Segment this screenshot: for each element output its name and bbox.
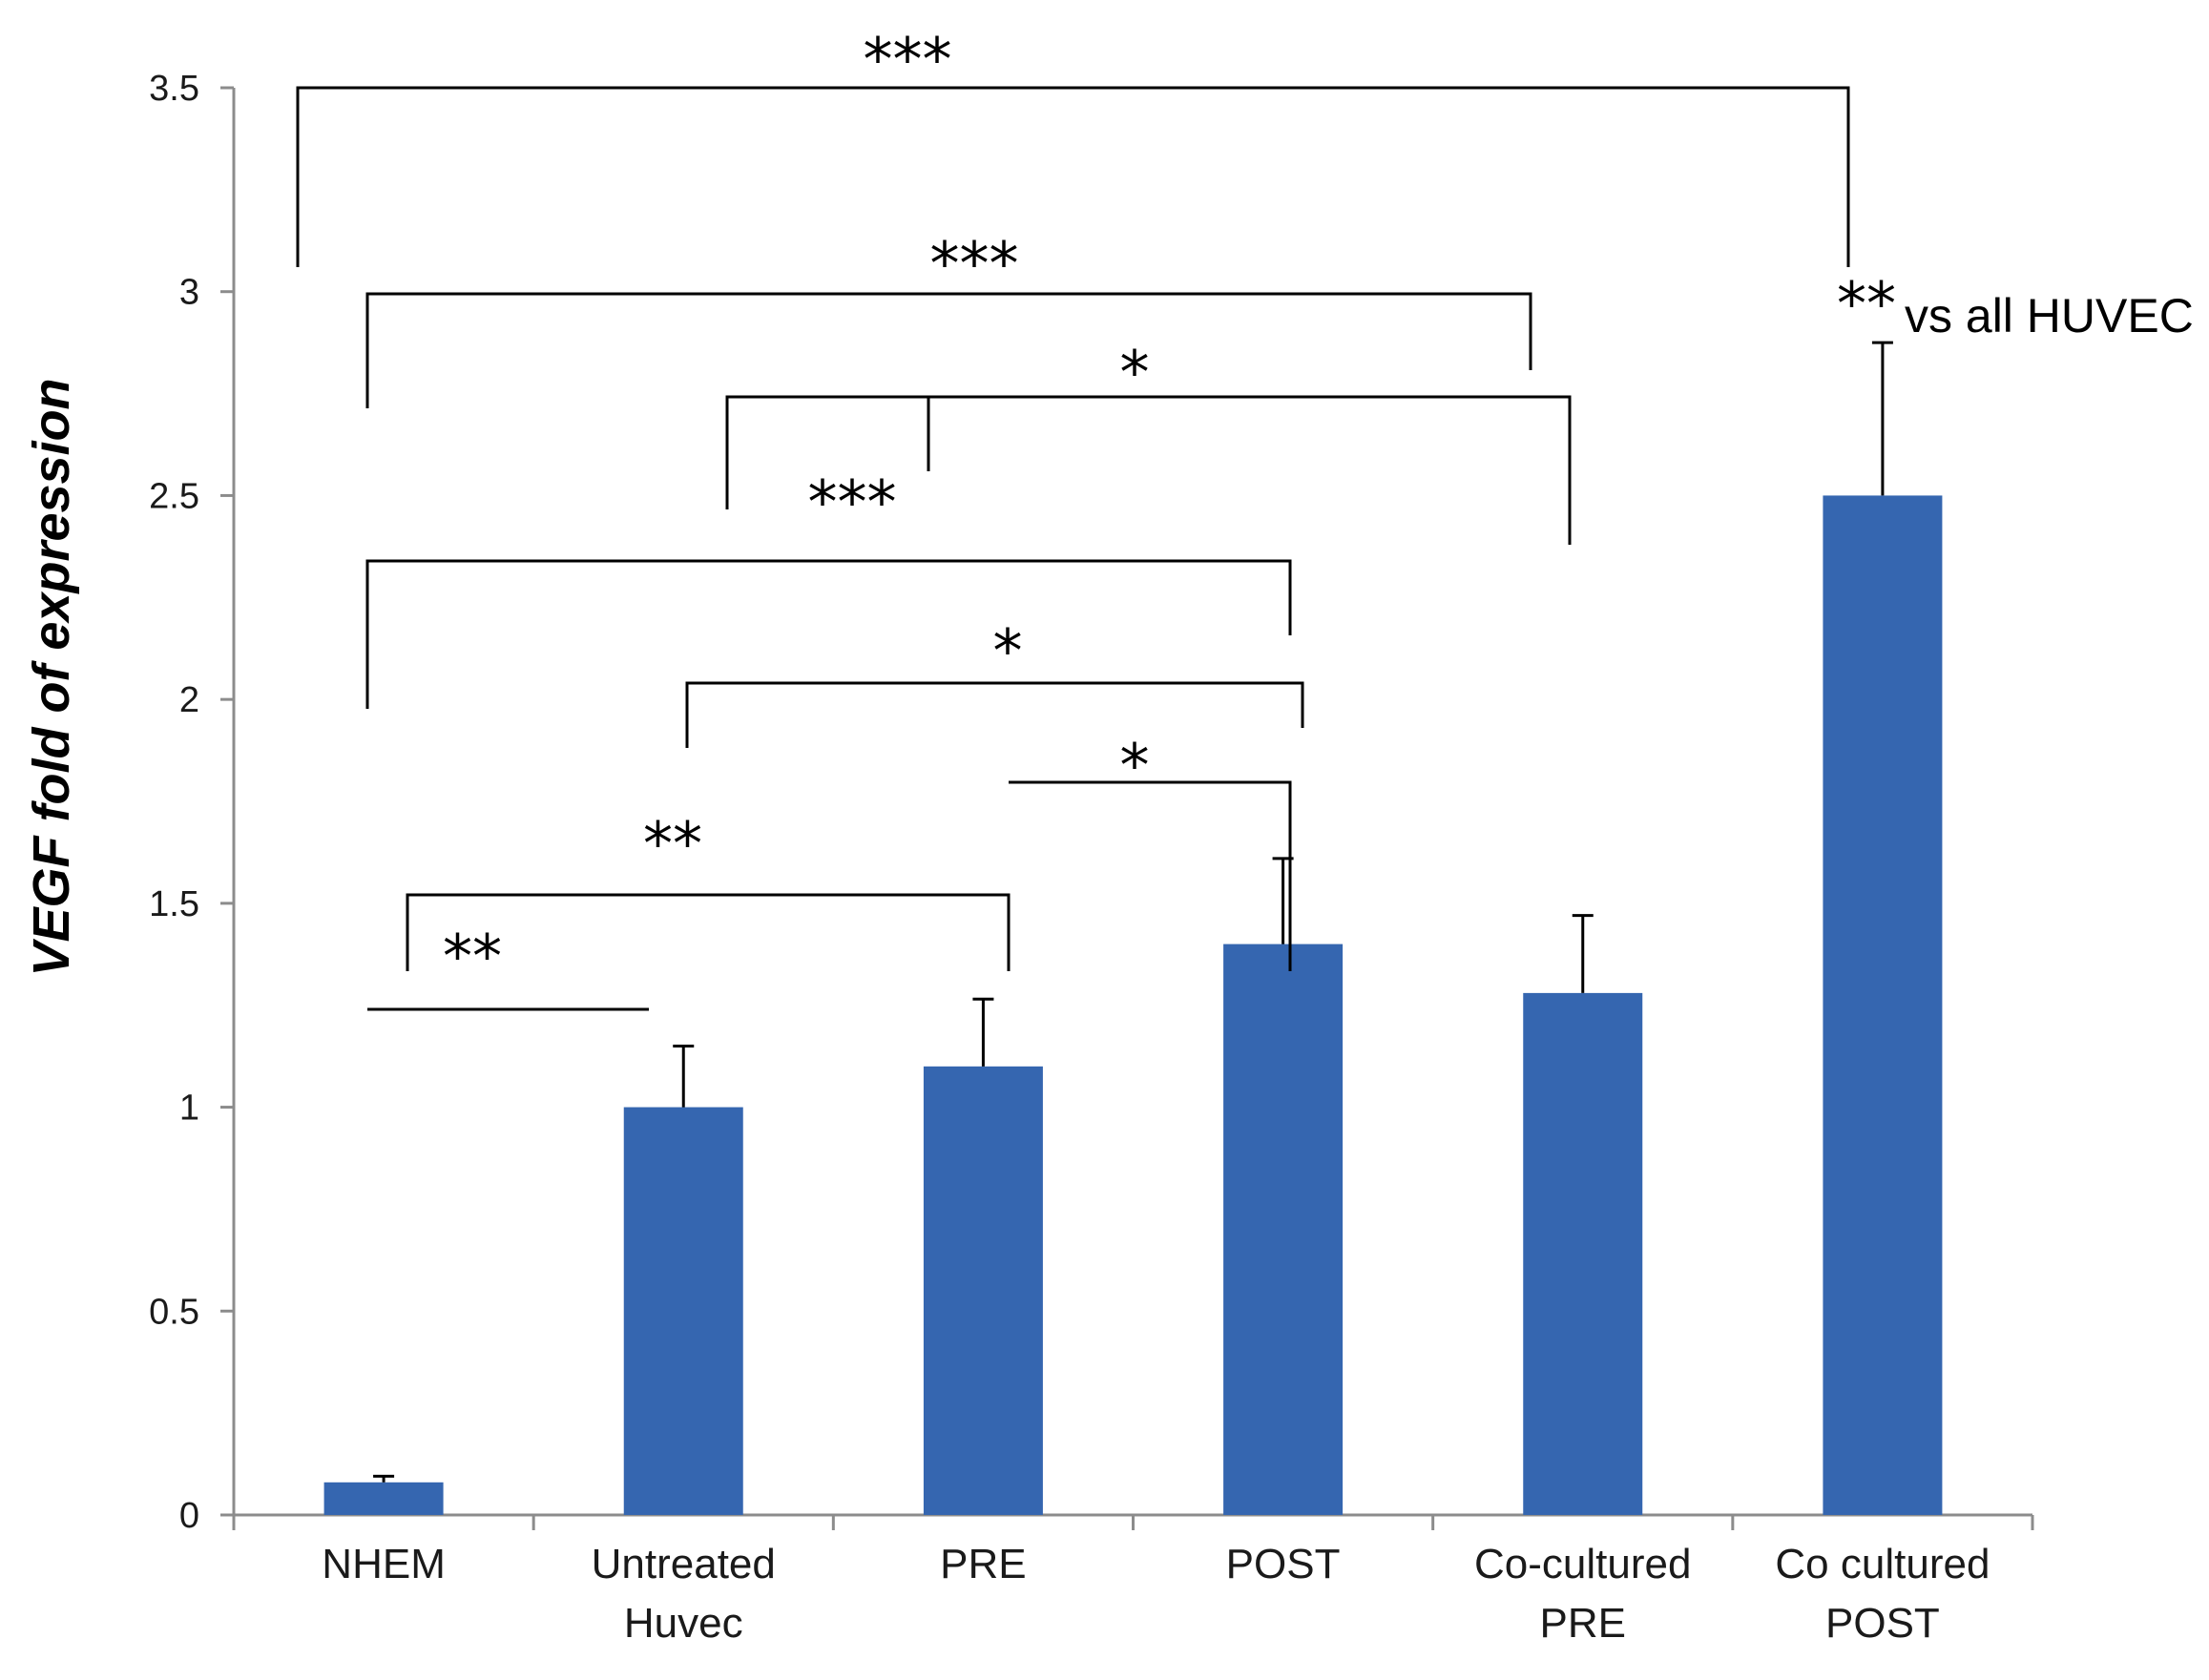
category-label-4: Co-cultured bbox=[1474, 1541, 1691, 1587]
y-tick-label: 2.5 bbox=[149, 476, 199, 516]
y-tick-label: 0 bbox=[179, 1496, 199, 1536]
significance-label-4: * bbox=[993, 616, 1023, 686]
significance-bracket-1 bbox=[365, 292, 1532, 408]
significance-bracket-6 bbox=[406, 893, 1011, 971]
y-tick-label: 0.5 bbox=[149, 1292, 199, 1332]
category-label-3: POST bbox=[1226, 1541, 1341, 1587]
bar-5 bbox=[1823, 495, 1943, 1515]
bar-4 bbox=[1523, 992, 1643, 1515]
significance-bracket-5 bbox=[1009, 780, 1292, 971]
category-label-1: Huvec bbox=[624, 1600, 743, 1647]
significance-label-3: *** bbox=[808, 467, 897, 537]
significance-label-7: ** bbox=[443, 922, 502, 991]
bar-0 bbox=[323, 1482, 444, 1515]
y-tick-label: 1.5 bbox=[149, 884, 199, 924]
category-label-4: PRE bbox=[1540, 1600, 1626, 1647]
annotation-stars: ** bbox=[1837, 269, 1896, 339]
category-label-2: PRE bbox=[940, 1541, 1026, 1587]
category-label-0: NHEM bbox=[322, 1541, 446, 1587]
category-label-5: Co cultured bbox=[1775, 1541, 1990, 1587]
y-tick-label: 1 bbox=[179, 1089, 199, 1129]
significance-label-0: *** bbox=[864, 25, 952, 94]
significance-bracket-0 bbox=[296, 86, 1850, 267]
significance-label-6: ** bbox=[643, 809, 702, 879]
category-labels: NHEM Untreated Huvec PRE POST Co-cultured PRE C… bbox=[322, 1541, 1990, 1647]
significance-brackets: ****************** vs all HUVEC bbox=[296, 25, 2194, 1011]
significance-label-5: * bbox=[1120, 731, 1150, 800]
bar-3 bbox=[1223, 944, 1344, 1515]
y-tick-label: 3 bbox=[179, 273, 199, 313]
axes: 0 0.5 1 1.5 2 2.5 3 3.5 bbox=[149, 69, 2034, 1536]
category-label-5: POST bbox=[1825, 1600, 1940, 1647]
bars bbox=[323, 341, 1943, 1515]
significance-label-1: *** bbox=[930, 229, 1019, 299]
bar-1 bbox=[623, 1107, 743, 1515]
significance-bracket-2 bbox=[725, 395, 1572, 545]
significance-bracket-3 bbox=[365, 559, 1292, 709]
significance-label-2: * bbox=[1120, 338, 1150, 407]
y-tick-label: 2 bbox=[179, 680, 199, 720]
y-axis-title: VEGF fold of expression bbox=[23, 378, 80, 976]
bar-2 bbox=[923, 1066, 1043, 1515]
annotation-text: vs all HUVEC bbox=[1905, 289, 2194, 342]
y-tick-label: 3.5 bbox=[149, 69, 199, 109]
significance-bracket-4 bbox=[685, 681, 1304, 748]
category-label-1: Untreated bbox=[592, 1541, 776, 1587]
